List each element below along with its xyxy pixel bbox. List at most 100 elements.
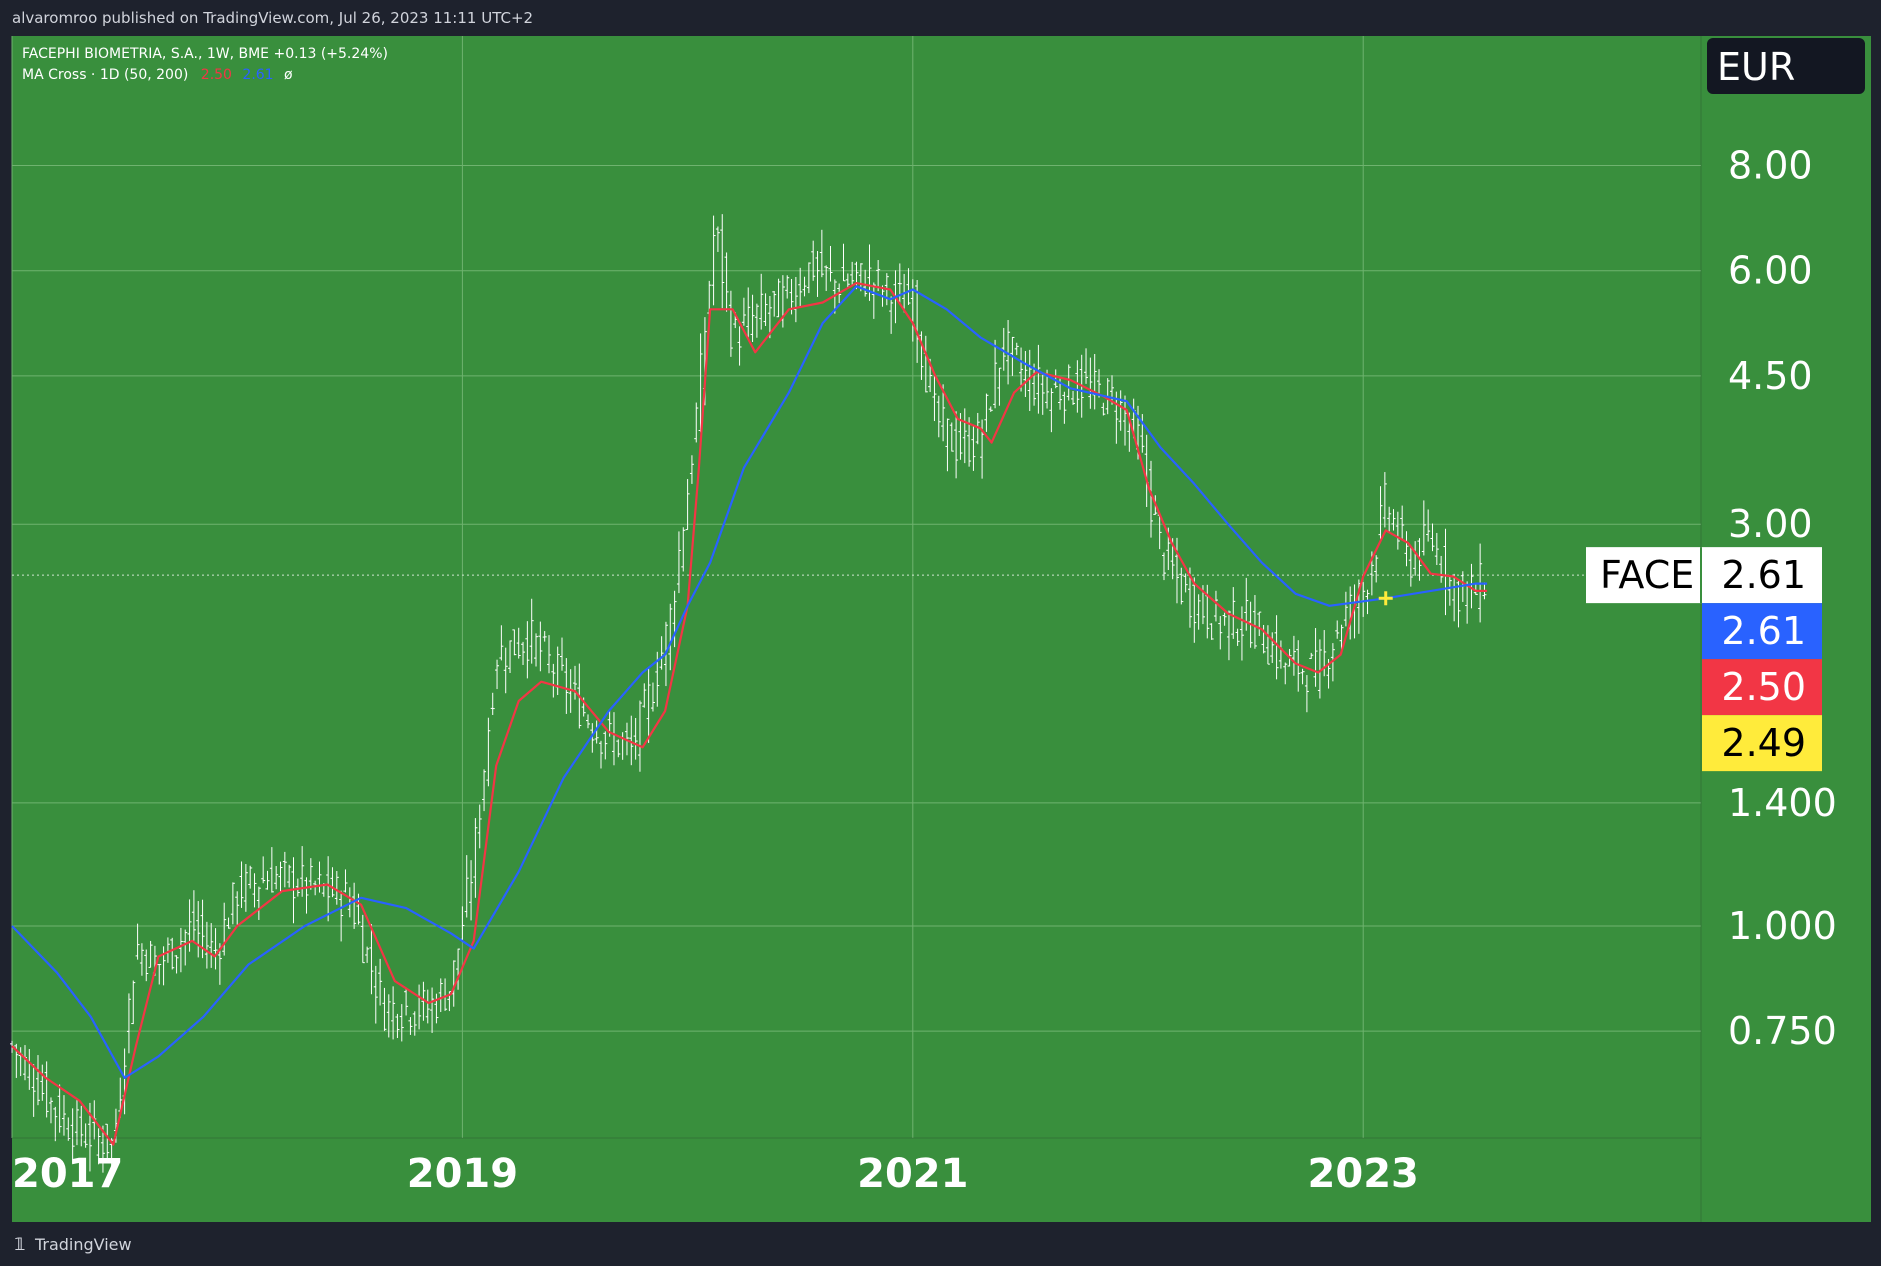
price-bar xyxy=(70,1108,75,1164)
price-bar xyxy=(967,417,972,467)
price-bar xyxy=(1179,567,1184,605)
price-tag: FACE 2.61 xyxy=(1586,547,1822,604)
price-chart[interactable]: 8.00 6.00 4.50 3.00 1.400 1.000 0.750 2017 2019… xyxy=(0,0,1881,1224)
price-bar xyxy=(222,902,227,956)
price-bar xyxy=(815,251,820,297)
published-by-text: alvaromroo published on TradingView.com,… xyxy=(12,9,534,27)
price-bar xyxy=(971,426,976,471)
price-bar xyxy=(1114,391,1119,444)
price-bar xyxy=(473,818,478,898)
price-tag-bg xyxy=(1702,715,1822,772)
price-bar xyxy=(897,263,902,304)
price-bar xyxy=(993,339,998,409)
price-bar xyxy=(516,627,521,659)
price-bar xyxy=(850,261,855,286)
price-bar xyxy=(984,393,989,432)
price-bar xyxy=(252,873,257,908)
price-tag-value: 2.61 xyxy=(1721,609,1806,653)
price-bar xyxy=(962,408,967,464)
price-bar xyxy=(759,273,764,330)
price-bar xyxy=(573,665,577,700)
price-bar xyxy=(828,245,833,282)
price-bar xyxy=(936,395,941,438)
price-bar xyxy=(806,262,811,294)
price-bar xyxy=(1148,460,1153,538)
price-bar xyxy=(590,723,595,753)
price-bar xyxy=(1084,348,1089,384)
price-bar xyxy=(1222,612,1227,626)
price-bar xyxy=(975,412,980,445)
price-bar xyxy=(204,921,209,969)
price-bar xyxy=(365,946,370,963)
price-bar xyxy=(178,927,183,973)
price-bar xyxy=(1006,320,1011,385)
price-bar xyxy=(741,297,746,326)
price-bar xyxy=(1257,611,1262,637)
price-bar xyxy=(74,1098,79,1146)
price-bar xyxy=(1062,391,1067,424)
currency-button[interactable]: EUR xyxy=(1707,38,1865,94)
price-bar xyxy=(191,890,196,941)
price-bar xyxy=(226,917,231,929)
price-bar xyxy=(802,276,807,297)
price-bar xyxy=(819,229,824,278)
price-bar xyxy=(274,865,279,890)
price-bar xyxy=(1365,589,1370,615)
price-bar xyxy=(724,252,729,312)
price-axis[interactable]: 8.00 6.00 4.50 3.00 1.400 1.000 0.750 xyxy=(1728,144,1837,1054)
price-tag-value: 2.61 xyxy=(1721,553,1806,597)
price-bar xyxy=(711,215,716,306)
price-tag-value: 2.50 xyxy=(1721,665,1806,709)
price-bar xyxy=(44,1061,49,1118)
price-bar xyxy=(1226,610,1231,661)
x-tick-label: 2021 xyxy=(857,1151,968,1197)
y-tick-label: 6.00 xyxy=(1728,249,1813,293)
price-bar xyxy=(1270,632,1275,664)
price-bar xyxy=(282,851,287,888)
price-bar xyxy=(1430,523,1435,552)
price-bar xyxy=(135,923,140,960)
price-bar xyxy=(1071,390,1076,405)
price-bar xyxy=(1252,595,1257,649)
price-tag: 2.49 xyxy=(1702,715,1822,772)
price-bar xyxy=(425,989,430,1024)
price-bar xyxy=(1066,364,1071,401)
price-bar xyxy=(1014,342,1019,356)
price-bar xyxy=(139,943,144,976)
price-bar xyxy=(395,1013,400,1038)
price-bar xyxy=(949,422,954,452)
price-bar xyxy=(330,867,335,898)
price-bar xyxy=(776,278,781,318)
indicator-value-ma200: 2.61 xyxy=(242,67,273,83)
price-tag-bg xyxy=(1586,547,1822,604)
price-bar xyxy=(1265,625,1270,665)
price-bar xyxy=(412,1011,417,1036)
price-bar xyxy=(352,882,357,929)
price-bar xyxy=(1161,552,1166,581)
price-bar xyxy=(1231,587,1236,639)
price-bar xyxy=(183,929,188,966)
price-bar xyxy=(1274,615,1279,680)
price-bar xyxy=(659,636,664,670)
price-bar xyxy=(486,717,491,787)
brand-name[interactable]: TradingView xyxy=(34,1235,132,1254)
price-bar xyxy=(685,479,690,531)
price-bar xyxy=(633,717,638,760)
price-bar xyxy=(1118,390,1123,431)
price-bar xyxy=(317,861,322,893)
price-tag-bg xyxy=(1702,659,1822,716)
price-bar xyxy=(1088,357,1093,409)
tradingview-logo-icon: 𝟙 xyxy=(14,1235,26,1255)
price-bar xyxy=(1434,532,1439,565)
footer-bar: 𝟙 TradingView xyxy=(0,1224,1881,1266)
price-bar xyxy=(694,402,699,443)
price-bar xyxy=(763,293,768,327)
time-axis[interactable]: 2017 2019 2021 2023 xyxy=(12,1151,1419,1197)
y-tick-label: 8.00 xyxy=(1728,144,1813,188)
price-bar xyxy=(495,659,500,690)
price-bar xyxy=(66,1117,71,1141)
price-bar xyxy=(157,963,162,985)
price-tag-symbol: FACE xyxy=(1600,553,1694,597)
price-bar xyxy=(239,861,244,908)
price-bar xyxy=(378,958,383,1006)
